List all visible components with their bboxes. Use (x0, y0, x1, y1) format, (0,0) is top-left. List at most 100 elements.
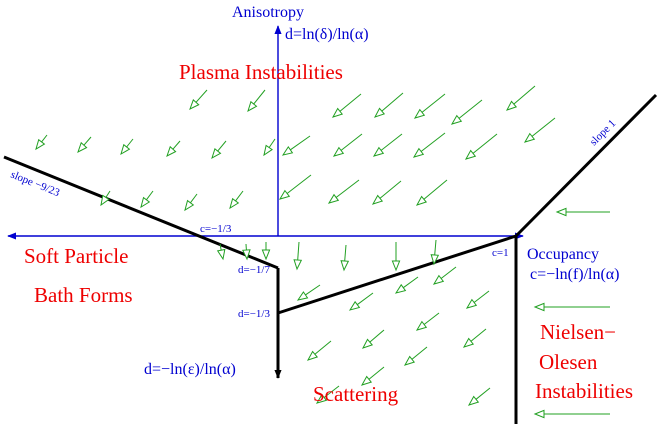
flow-arrow-shaft (420, 132, 446, 152)
flow-arrow-shaft (189, 193, 198, 204)
flow-arrow-head (216, 248, 226, 261)
flow-arrow-shaft (475, 387, 491, 400)
flow-arrow-shaft (339, 93, 362, 112)
flow-arrow-head (211, 147, 222, 160)
region-nielsen-line1: Nielsen− (540, 320, 616, 344)
boundary-right-upper (514, 93, 658, 238)
d-neg-seventh-label: d=−1/7 (238, 264, 270, 276)
flow-arrow-shaft (472, 133, 498, 154)
region-soft-particle-line2: Bath Forms (34, 283, 133, 307)
flow-arrow-head (340, 260, 350, 272)
flow-arrow-shaft (531, 117, 556, 137)
flow-arrow-head (555, 207, 567, 217)
flow-arrow-head (465, 298, 478, 309)
flow-arrow-head (281, 146, 294, 156)
flow-arrow-shaft (145, 190, 154, 201)
flow-arrow-head (120, 143, 131, 156)
flow-arrow-head (462, 337, 475, 348)
flow-arrow-head (77, 141, 88, 154)
flow-arrow-head (278, 189, 291, 200)
flow-arrow-shaft (470, 328, 487, 342)
flow-arrow-shaft (219, 243, 222, 251)
flow-arrow-head (229, 197, 240, 210)
flow-arrow-head (189, 99, 200, 110)
flow-arrow-shaft (458, 99, 483, 119)
region-plasma-instabilities: Plasma Instabilities (179, 60, 343, 84)
flow-arrows (35, 85, 610, 419)
flow-arrow-shaft (369, 329, 385, 343)
y-axis-title: Anisotropy (232, 4, 304, 21)
flow-arrow-shaft (290, 135, 311, 151)
flow-arrow-head (371, 194, 384, 205)
flow-arrow-head (361, 338, 374, 349)
flow-arrow-head (372, 146, 385, 157)
flow-arrow-shaft (305, 284, 321, 296)
flow-arrow-head (450, 114, 463, 125)
flow-arrow-shaft (423, 179, 448, 200)
flow-arrow-head (332, 146, 345, 157)
flow-arrow-head (360, 375, 373, 386)
flow-arrow-head (35, 138, 46, 151)
flow-arrow-head (315, 393, 328, 404)
x-axis-formula: c=−ln(f)/ln(α) (530, 266, 620, 283)
flow-arrow-head (523, 132, 536, 143)
flow-arrow-shaft (83, 136, 92, 146)
flow-arrow-head (247, 100, 258, 113)
d-neg-third-label: d=−1/3 (238, 308, 270, 320)
flow-arrow-shaft (297, 241, 300, 261)
flow-arrow-shaft (421, 93, 446, 113)
flow-arrow-head (242, 249, 251, 261)
flow-arrow-head (261, 249, 271, 261)
x-axis-title: Occupancy (527, 246, 599, 263)
flow-arrow-head (263, 144, 273, 157)
flow-arrow-shaft (323, 385, 340, 398)
flow-arrow-shaft (335, 179, 360, 198)
c-neg-third-label: c=−1/3 (200, 223, 232, 235)
flow-arrow-head (505, 100, 518, 111)
flow-arrow-head (100, 194, 110, 207)
flow-arrow-head (166, 145, 177, 158)
c-one-label: c=1 (492, 247, 509, 259)
flow-arrow-shaft (473, 290, 490, 303)
flow-arrow-head (296, 291, 309, 301)
flow-arrow-shaft (356, 292, 374, 306)
flow-arrow-head (348, 300, 361, 311)
flow-arrow-shaft (126, 138, 134, 148)
flow-arrow-shaft (344, 244, 347, 262)
flow-arrow-shaft (368, 366, 385, 380)
flow-arrow-shaft (253, 89, 266, 105)
flow-arrow-head (391, 260, 401, 272)
flow-arrow-shaft (172, 140, 181, 150)
flow-arrow-shaft (195, 89, 208, 103)
slope-right-label: slope 1 (588, 117, 619, 148)
flow-arrow-head (327, 193, 340, 204)
flow-arrow-shaft (513, 85, 536, 105)
flow-arrow-shaft (440, 266, 457, 279)
flow-arrow-head (467, 395, 480, 406)
flow-arrow-head (184, 199, 195, 212)
flow-arrow-head (415, 195, 428, 206)
slope-left-label: slope −9/23 (9, 169, 62, 200)
boundary-left (3, 155, 279, 270)
flow-arrow-shaft (286, 174, 312, 194)
flow-arrow-shaft (314, 340, 332, 355)
region-nielsen-line2: Olesen (539, 350, 598, 374)
flow-arrow-head (140, 196, 151, 209)
flow-arrow-shaft (340, 133, 363, 151)
flow-arrow-shaft (379, 180, 402, 199)
region-scattering: Scattering (313, 382, 399, 406)
flow-arrow-shaft (105, 190, 111, 198)
flow-arrow-head (293, 259, 303, 271)
flow-arrow-shaft (41, 134, 48, 143)
flow-arrow-shaft (423, 312, 440, 325)
flow-arrow-head (533, 302, 545, 312)
y-axis-formula: d=ln(δ)/ln(α) (285, 26, 369, 43)
flow-arrow-shaft (235, 190, 244, 202)
boundary-middle (277, 234, 517, 315)
flow-arrow-head (533, 409, 545, 419)
region-nielsen-line3: Instabilities (535, 379, 633, 403)
flow-arrow-head (430, 254, 440, 266)
flow-arrow-head (415, 320, 428, 331)
flow-arrow-head (331, 107, 344, 118)
